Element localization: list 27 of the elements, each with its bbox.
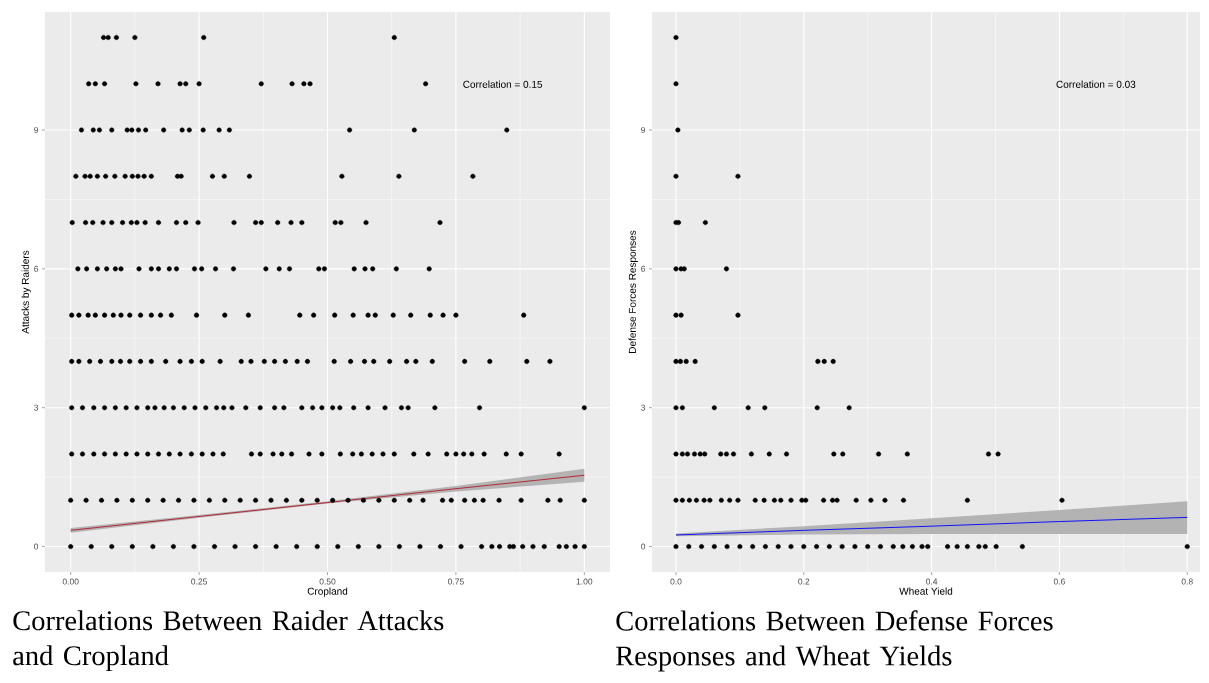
annotation: Correlation = 0.03 — [1056, 80, 1136, 88]
y-tick-label: 3 — [34, 404, 39, 411]
y-axis-title: Defense Forces Responses — [628, 230, 638, 353]
y-tick-label: 6 — [34, 265, 39, 272]
y-tick-label: 9 — [641, 127, 646, 134]
y-tick-label: 9 — [34, 127, 39, 134]
y-tick-label: 3 — [641, 404, 646, 411]
x-tick-label: 0.4 — [926, 578, 938, 585]
x-axis-title: Wheat Yield — [899, 587, 953, 595]
y-axis-title: Attacks by Raiders — [21, 250, 31, 334]
y-tick-label: 0 — [34, 543, 39, 550]
x-tick-label: 0.25 — [191, 578, 208, 585]
x-axis-title: Cropland — [307, 587, 348, 597]
line-series — [675, 516, 1188, 536]
x-tick-label: 0.75 — [447, 578, 464, 585]
text: Correlations Between Raider Attacks and Cropland — [13, 610, 444, 672]
x-tick-label: 0.8 — [1181, 578, 1193, 585]
annotation: Correlation = 0.15 — [463, 80, 543, 88]
y-tick-label: 0 — [641, 543, 646, 550]
x-tick-label: 0.6 — [1053, 578, 1065, 585]
x-tick-label: 0.50 — [319, 578, 336, 585]
x-tick-label: 0.00 — [62, 578, 79, 585]
x-tick-label: 0.0 — [670, 578, 682, 585]
text: Correlations Between Defense Forces Responses and Wheat Yields — [616, 610, 1053, 672]
y-tick-label: 6 — [641, 265, 646, 272]
x-tick-label: 1.00 — [576, 578, 593, 585]
x-tick-label: 0.2 — [798, 578, 810, 585]
